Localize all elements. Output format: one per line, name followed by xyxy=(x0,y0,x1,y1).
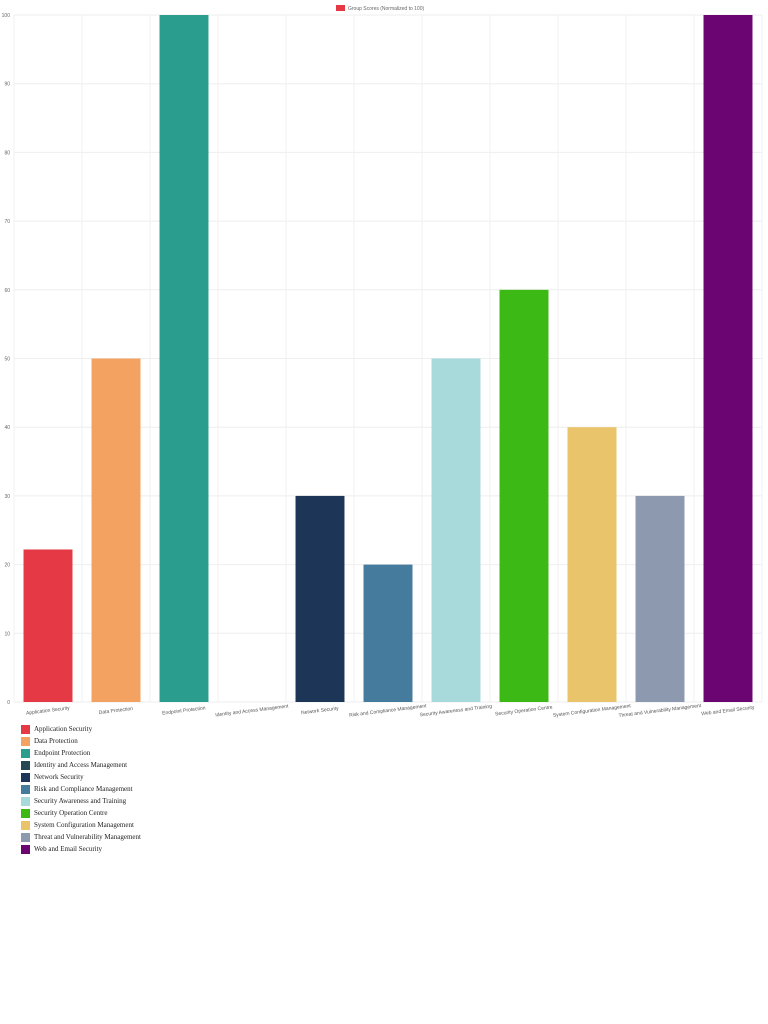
y-tick-label: 40 xyxy=(4,425,10,431)
y-axis-ticks: 0 10 20 30 40 50 60 70 80 90 100 xyxy=(2,13,11,706)
bar[interactable] xyxy=(703,15,753,702)
bar[interactable] xyxy=(635,495,685,702)
bar[interactable] xyxy=(159,15,209,702)
x-tick-label: Security Operation Centre xyxy=(495,704,553,717)
legend-swatch xyxy=(21,832,30,842)
legend-item[interactable]: Security Operation Centre xyxy=(21,807,141,819)
legend-label: Risk and Compliance Management xyxy=(34,785,133,793)
y-tick-label: 30 xyxy=(4,494,10,500)
x-tick-label: Network Security xyxy=(301,706,340,717)
chart-bars xyxy=(23,15,753,703)
bar[interactable] xyxy=(295,495,345,702)
bar[interactable] xyxy=(431,358,481,703)
legend-label: Security Operation Centre xyxy=(34,809,108,817)
bottom-legend: Application Security Data Protection Endpo… xyxy=(21,723,141,855)
legend-swatch xyxy=(21,724,30,734)
legend-swatch xyxy=(21,784,30,794)
legend-swatch xyxy=(21,844,30,854)
x-tick-label: Endpoint Protection xyxy=(162,705,206,716)
legend-swatch xyxy=(21,760,30,770)
x-axis-ticks: Application Security Data Protection Endpo… xyxy=(26,703,755,719)
top-legend: Group Scores (Normalized to 100) xyxy=(336,5,424,12)
legend-swatch xyxy=(21,820,30,830)
legend-label: Application Security xyxy=(34,725,93,733)
legend-label: Web and Email Security xyxy=(34,845,103,853)
y-tick-label: 90 xyxy=(4,82,10,88)
y-tick-label: 0 xyxy=(7,700,10,706)
top-legend-swatch[interactable] xyxy=(336,5,345,11)
legend-item[interactable]: Web and Email Security xyxy=(21,843,141,855)
bar-chart: 0 10 20 30 40 50 60 70 80 90 100 Application Secur… xyxy=(2,5,763,719)
legend-label: Security Awareness and Training xyxy=(34,797,127,805)
legend-label: Network Security xyxy=(34,773,84,781)
legend-swatch xyxy=(21,772,30,782)
bar[interactable] xyxy=(363,564,413,702)
legend-label: Identity and Access Management xyxy=(34,761,128,769)
legend-item[interactable]: Endpoint Protection xyxy=(21,747,141,759)
legend-item[interactable]: Threat and Vulnerability Management xyxy=(21,831,141,843)
y-tick-label: 20 xyxy=(4,563,10,569)
bar[interactable] xyxy=(499,289,549,702)
y-tick-label: 80 xyxy=(4,150,10,156)
legend-item[interactable]: Data Protection xyxy=(21,735,141,747)
legend-label: Data Protection xyxy=(34,737,78,745)
legend-item[interactable]: Network Security xyxy=(21,771,141,783)
y-tick-label: 50 xyxy=(4,357,10,363)
x-tick-label: Security Awareness and Training xyxy=(419,704,492,719)
bar[interactable] xyxy=(23,549,73,702)
legend-item[interactable]: Identity and Access Management xyxy=(21,759,141,771)
legend-item[interactable]: System Configuration Management xyxy=(21,819,141,831)
y-tick-label: 60 xyxy=(4,288,10,294)
legend-swatch xyxy=(21,796,30,806)
legend-swatch xyxy=(21,736,30,746)
x-tick-label: Application Security xyxy=(26,705,71,716)
legend-swatch xyxy=(21,748,30,758)
legend-label: Endpoint Protection xyxy=(34,749,91,757)
legend-item[interactable]: Risk and Compliance Management xyxy=(21,783,141,795)
y-tick-label: 100 xyxy=(2,13,11,19)
legend-label: System Configuration Management xyxy=(34,821,134,829)
bar[interactable] xyxy=(91,358,141,703)
x-tick-label: Data Protection xyxy=(98,706,133,716)
bar[interactable] xyxy=(567,427,617,702)
x-tick-label: Threat and Vulnerability Management xyxy=(618,703,702,719)
x-tick-label: Identity and Access Management xyxy=(215,703,289,718)
x-tick-label: Web and Email Security xyxy=(701,705,755,718)
top-legend-label: Group Scores (Normalized to 100) xyxy=(348,6,424,12)
y-tick-label: 70 xyxy=(4,219,10,225)
legend-label: Threat and Vulnerability Management xyxy=(34,833,141,841)
legend-item[interactable]: Security Awareness and Training xyxy=(21,795,141,807)
legend-item[interactable]: Application Security xyxy=(21,723,141,735)
x-tick-label: Risk and Compliance Management xyxy=(349,703,428,719)
legend-swatch xyxy=(21,808,30,818)
y-tick-label: 10 xyxy=(4,631,10,637)
